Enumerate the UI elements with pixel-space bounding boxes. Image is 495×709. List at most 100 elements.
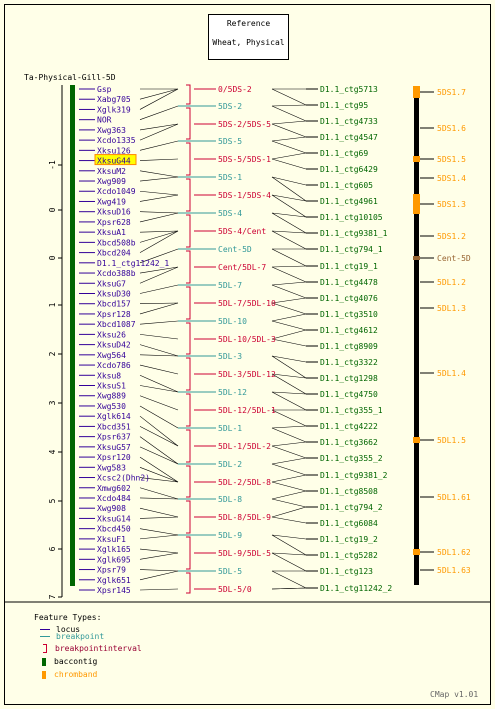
marker-label[interactable]: Xksu26 [97, 330, 126, 339]
chromband-label[interactable]: 5DL1.63 [437, 566, 471, 575]
bin-label[interactable]: 5DS-1/5DS-4 [218, 191, 271, 200]
contig-label[interactable]: D1.1_ctg355_1 [320, 406, 383, 415]
bin-label[interactable]: 5DL-7 [218, 281, 242, 290]
chromband-label[interactable]: 5DL1.4 [437, 369, 466, 378]
contig-label[interactable]: D1.1_ctg5713 [320, 85, 378, 94]
contig-label[interactable]: D1.1_ctg8909 [320, 342, 378, 351]
marker-label[interactable]: XksuG14 [97, 514, 131, 523]
marker-label[interactable]: Xglk651 [97, 576, 131, 585]
marker-label[interactable]: Xwg909 [97, 177, 126, 186]
marker-label[interactable]: Xglk695 [97, 555, 131, 564]
contig-label[interactable]: D1.1_ctg1298 [320, 374, 378, 383]
marker-label[interactable]: Xcdo484 [97, 494, 131, 503]
chromband-label[interactable]: 5DS1.5 [437, 155, 466, 164]
marker-label[interactable]: XksuG57 [97, 443, 131, 452]
contig-label[interactable]: D1.1_ctg6084 [320, 519, 378, 528]
cmap-version[interactable]: CMap v1.01 [430, 690, 479, 699]
marker-label[interactable]: Xbcd204 [97, 249, 131, 258]
contig-label[interactable]: D1.1_ctg6429 [320, 165, 378, 174]
marker-label[interactable]: Xpsr628 [97, 218, 131, 227]
marker-label[interactable]: Xksu8 [97, 371, 121, 380]
marker-label[interactable]: Xbcd157 [97, 300, 131, 309]
chromband-label[interactable]: 5DL1.62 [437, 548, 471, 557]
contig-label[interactable]: D1.1_ctg3510 [320, 310, 378, 319]
bin-label[interactable]: 5DL-3 [218, 352, 242, 361]
marker-label[interactable]: XksuS1 [97, 382, 126, 391]
contig-label[interactable]: D1.1_ctg9381_2 [320, 471, 388, 480]
bin-label[interactable]: 5DL-5/0 [218, 585, 252, 594]
chromband-label[interactable]: 5DS1.3 [437, 200, 466, 209]
marker-label[interactable]: XksuG44 [97, 157, 131, 166]
contig-label[interactable]: D1.1_ctg69 [320, 149, 368, 158]
contig-label[interactable]: D1.1_ctg4961 [320, 197, 378, 206]
bin-label[interactable]: 5DL-8/5DL-9 [218, 513, 271, 522]
bin-label[interactable]: 5DL-8 [218, 495, 242, 504]
bin-label[interactable]: Cent/5DL-7 [218, 263, 266, 272]
contig-label[interactable]: D1.1_ctg4733 [320, 117, 378, 126]
marker-label[interactable]: XksuD30 [97, 289, 131, 298]
marker-label[interactable]: Gsp [97, 85, 112, 94]
contig-label[interactable]: D1.1_ctg10105 [320, 213, 383, 222]
bin-label[interactable]: 5DL-10 [218, 317, 247, 326]
contig-label[interactable]: D1.1_ctg11242_2 [320, 584, 392, 593]
bin-label[interactable]: 5DS-2 [218, 102, 242, 111]
marker-label[interactable]: Xcdo388b [97, 269, 136, 278]
bin-label[interactable]: 5DS-4/Cent [218, 227, 266, 236]
bin-label[interactable]: 5DL-1/5DL-2 [218, 442, 271, 451]
bin-label[interactable]: 5DL-5 [218, 567, 242, 576]
marker-label[interactable]: Xbcd508b [97, 238, 136, 247]
marker-label[interactable]: Xwg419 [97, 197, 126, 206]
marker-label[interactable]: XksuF1 [97, 535, 126, 544]
chromband-label[interactable]: 5DS1.7 [437, 88, 466, 97]
marker-label[interactable]: Xglk319 [97, 105, 131, 114]
contig-label[interactable]: D1.1_ctg4478 [320, 278, 378, 287]
bin-label[interactable]: Cent-5D [218, 245, 252, 254]
marker-label[interactable]: Xwg889 [97, 392, 126, 401]
marker-label[interactable]: XksuD16 [97, 208, 131, 217]
marker-label[interactable]: Xcsc2(Dhn2) [97, 474, 150, 483]
marker-label[interactable]: XksuG7 [97, 279, 126, 288]
contig-label[interactable]: D1.1_ctg9381_1 [320, 229, 388, 238]
marker-label[interactable]: Xpsr79 [97, 566, 126, 575]
chromband-label[interactable]: 5DL1.61 [437, 493, 471, 502]
contig-label[interactable]: D1.1_ctg355_2 [320, 454, 383, 463]
marker-label[interactable]: Xglk614 [97, 412, 131, 421]
chromband-label[interactable]: 5DS1.2 [437, 232, 466, 241]
marker-label[interactable]: Xwg583 [97, 463, 126, 472]
bin-label[interactable]: 5DS-1 [218, 173, 242, 182]
marker-label[interactable]: NOR [97, 116, 112, 125]
bin-label[interactable]: 0/5DS-2 [218, 85, 252, 94]
bin-label[interactable]: 5DL-12 [218, 388, 247, 397]
contig-label[interactable]: D1.1_ctg3662 [320, 438, 378, 447]
contig-label[interactable]: D1.1_ctg8508 [320, 487, 378, 496]
bin-label[interactable]: 5DL-9 [218, 531, 242, 540]
marker-label[interactable]: Xwg564 [97, 351, 126, 360]
contig-label[interactable]: D1.1_ctg5282 [320, 551, 378, 560]
marker-label[interactable]: Xwg363 [97, 126, 126, 135]
bin-label[interactable]: 5DL-2 [218, 460, 242, 469]
map-title[interactable]: Ta-Physical-Gill-5D [24, 73, 116, 82]
bin-label[interactable]: 5DS-2/5DS-5 [218, 120, 271, 129]
bin-label[interactable]: 5DS-5/5DS-1 [218, 155, 271, 164]
bin-label[interactable]: 5DL-12/5DL-1 [218, 406, 276, 415]
contig-label[interactable]: D1.1_ctg3322 [320, 358, 378, 367]
contig-label[interactable]: D1.1_ctg794_2 [320, 503, 383, 512]
contig-label[interactable]: D1.1_ctg19_1 [320, 262, 378, 271]
marker-label[interactable]: XksuM2 [97, 167, 126, 176]
marker-label[interactable]: Xksu126 [97, 146, 131, 155]
chromband-label[interactable]: Cent-5D [437, 254, 471, 263]
bin-label[interactable]: 5DS-5 [218, 137, 242, 146]
bin-label[interactable]: 5DL-10/5DL-3 [218, 335, 276, 344]
chromband-label[interactable]: 5DS1.4 [437, 174, 466, 183]
marker-label[interactable]: XksuD42 [97, 341, 131, 350]
chromband-label[interactable]: 5DL1.2 [437, 278, 466, 287]
contig-label[interactable]: D1.1_ctg4547 [320, 133, 378, 142]
marker-label[interactable]: Xglk165 [97, 545, 131, 554]
contig-label[interactable]: D1.1_ctg4750 [320, 390, 378, 399]
contig-label[interactable]: D1.1_ctg95 [320, 101, 368, 110]
chromband-label[interactable]: 5DS1.6 [437, 124, 466, 133]
marker-label[interactable]: Xcdo1049 [97, 187, 136, 196]
bin-label[interactable]: 5DS-4 [218, 209, 242, 218]
marker-label[interactable]: Xpsr120 [97, 453, 131, 462]
contig-label[interactable]: D1.1_ctg123 [320, 567, 373, 576]
